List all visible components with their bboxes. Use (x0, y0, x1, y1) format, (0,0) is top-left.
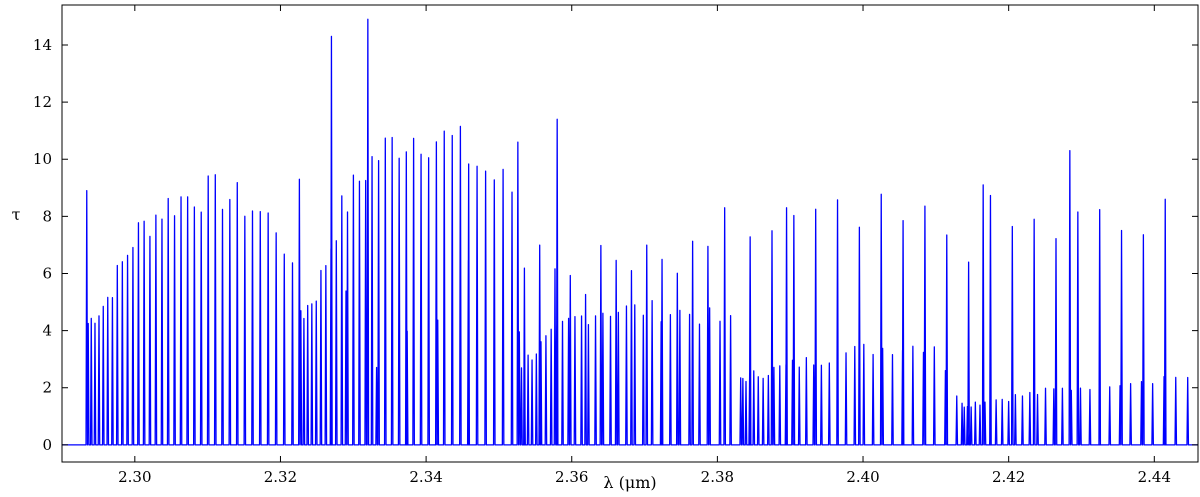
y-axis-label: τ (12, 205, 21, 224)
y-tick-label: 0 (42, 436, 52, 454)
x-tick-label: 2.30 (118, 468, 151, 486)
spectrum-line (62, 18, 1198, 446)
spectrum-trace (62, 18, 1198, 446)
y-tick-label: 6 (42, 264, 52, 282)
x-tick-label: 2.42 (992, 468, 1025, 486)
x-tick-label: 2.32 (264, 468, 297, 486)
x-tick-label: 2.38 (701, 468, 734, 486)
x-axis: 2.30 2.32 2.34 2.36 2.38 2.40 2.42 2.44 (118, 5, 1171, 486)
plot-background (62, 5, 1198, 462)
plot-frame (61, 4, 1199, 463)
x-axis-label: λ (μm) (603, 473, 656, 492)
y-tick-label: 12 (33, 93, 52, 111)
y-tick-label: 2 (42, 379, 52, 397)
y-tick-label: 8 (42, 207, 52, 225)
y-tick-label: 4 (42, 322, 52, 340)
y-axis: 0 2 4 6 8 10 12 14 (33, 36, 1198, 454)
x-tick-label: 2.40 (846, 468, 879, 486)
y-tick-label: 14 (33, 36, 52, 54)
x-tick-label: 2.34 (409, 468, 442, 486)
x-tick-label: 2.44 (1138, 468, 1171, 486)
y-tick-label: 10 (33, 150, 52, 168)
x-tick-label: 2.36 (555, 468, 588, 486)
